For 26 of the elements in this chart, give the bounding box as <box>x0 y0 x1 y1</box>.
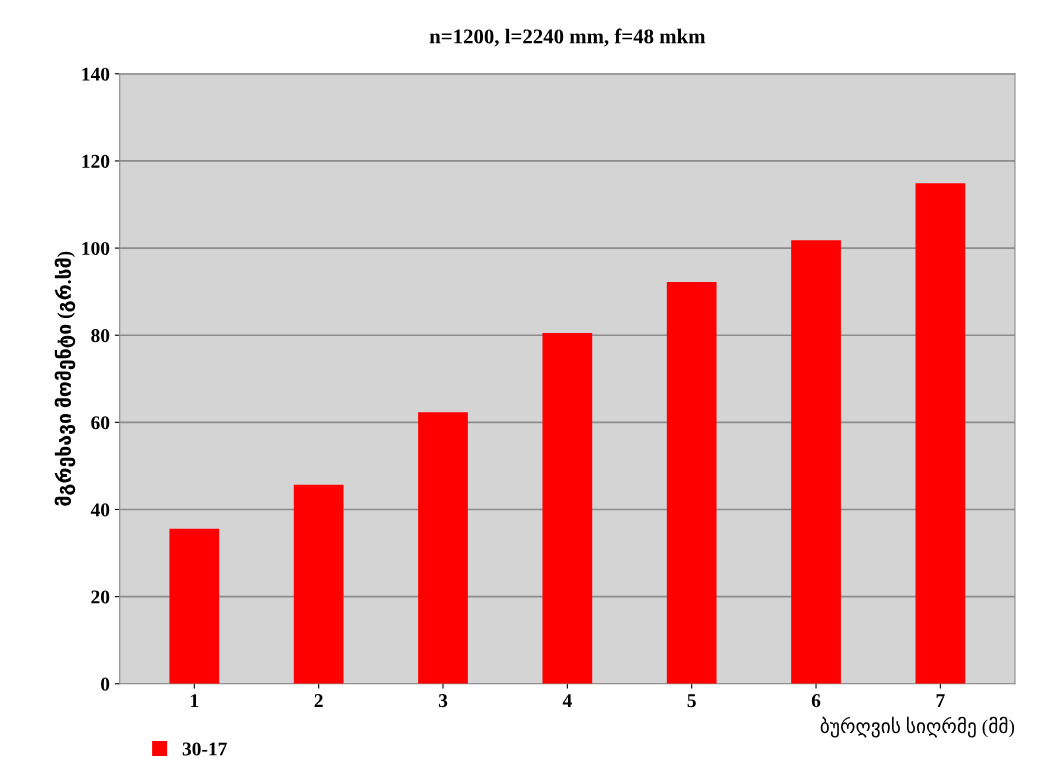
y-tick-label: 0 <box>101 677 110 691</box>
bar <box>293 484 344 684</box>
bar <box>791 240 841 684</box>
x-tick-label: 4 <box>562 694 572 707</box>
x-tick-label: 5 <box>687 694 696 708</box>
y-tick-label: 120 <box>82 154 110 168</box>
y-tick-label: 40 <box>90 503 110 517</box>
bar <box>542 333 593 684</box>
y-axis-title: მგრეხავი მომენტი (გრ.სმ) <box>54 251 76 506</box>
bar <box>666 282 717 684</box>
y-tick-label: 20 <box>91 590 110 604</box>
bar <box>418 412 468 684</box>
x-tick-label: 1 <box>191 694 199 707</box>
x-tick-label: 3 <box>438 694 448 708</box>
y-tick-label: 100 <box>82 241 110 256</box>
bar <box>915 183 966 684</box>
legend-label: 30-17 <box>182 742 227 756</box>
y-tick-label: 140 <box>82 67 110 81</box>
y-tick-label: 60 <box>91 416 110 430</box>
bar <box>169 528 220 684</box>
x-tick-label: 2 <box>314 694 323 707</box>
chart-title: n=1200, l=2240 mm, f=48 mkm <box>429 28 706 47</box>
y-tick-label: 80 <box>91 329 110 343</box>
x-axis-title: ბურღვის სიღრმე (მმ) <box>820 716 1015 738</box>
x-tick-label: 6 <box>811 694 821 708</box>
x-tick-label: 7 <box>936 694 945 707</box>
